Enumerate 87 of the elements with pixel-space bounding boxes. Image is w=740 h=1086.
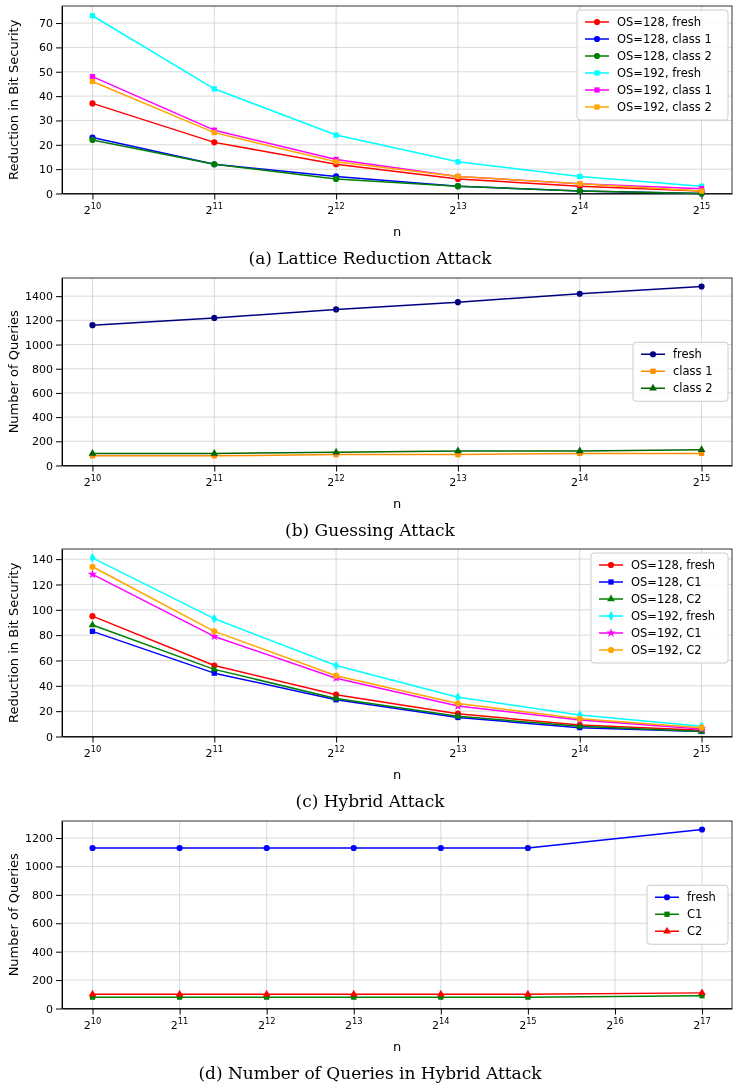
x-tick-label: 2$^{10}$ <box>83 743 102 760</box>
y-tick-label: 20 <box>39 138 53 152</box>
y-tick-label: 800 <box>32 888 53 902</box>
y-tick-label: 600 <box>32 386 53 400</box>
legend-label: OS=192, class 1 <box>617 83 712 97</box>
y-tick-label: 1200 <box>25 831 53 845</box>
text: (c) Hybrid Attack <box>295 790 446 811</box>
y-tick-label: 0 <box>46 459 53 473</box>
y-tick-label: 80 <box>39 629 53 643</box>
y-tick-label: 140 <box>32 553 53 567</box>
y-tick-label: 400 <box>32 410 53 424</box>
x-tick-label: 2$^{14}$ <box>432 1015 450 1031</box>
x-tick-label: 2$^{17}$ <box>693 1015 711 1031</box>
y-tick-label: 10 <box>39 163 53 177</box>
legend-label: OS=128, C1 <box>631 575 702 589</box>
y-tick-label: 70 <box>39 17 53 31</box>
x-tick-label: 2$^{11}$ <box>205 743 224 760</box>
y-tick-label: 400 <box>32 945 53 959</box>
y-tick-label: 100 <box>32 603 53 617</box>
x-axis-title: n <box>392 495 402 510</box>
legend-label: OS=128, fresh <box>631 558 716 572</box>
legend-label: OS=128, class 1 <box>617 32 712 46</box>
y-tick-label: 60 <box>39 41 53 55</box>
x-tick-label: 2$^{10}$ <box>83 1015 102 1031</box>
y-tick-label: 1400 <box>25 289 53 303</box>
x-tick-label: 2$^{13}$ <box>345 1015 363 1031</box>
y-tick-label: 60 <box>39 654 53 668</box>
y-tick-label: 1200 <box>25 313 53 327</box>
y-tick-label: 20 <box>39 705 53 719</box>
x-tick-label: 2$^{12}$ <box>327 472 345 488</box>
text: (a) Lattice Reduction Attack <box>248 247 493 268</box>
x-tick-label: 2$^{11}$ <box>170 1015 189 1031</box>
legend-label: OS=128, fresh <box>617 15 702 29</box>
y-tick-label: 200 <box>32 973 53 987</box>
y-axis-title: Number of Queries <box>6 852 21 976</box>
y-tick-label: 40 <box>39 679 53 693</box>
text: (b) Guessing Attack <box>285 519 456 539</box>
y-tick-label: 50 <box>39 65 53 79</box>
x-tick-label: 2$^{13}$ <box>449 200 467 217</box>
y-tick-label: 600 <box>32 916 53 930</box>
x-tick-label: 2$^{16}$ <box>606 1015 624 1031</box>
y-tick-label: 40 <box>39 90 53 104</box>
x-tick-label: 2$^{14}$ <box>570 743 589 760</box>
y-tick-label: 800 <box>32 362 53 376</box>
x-tick-label: 2$^{15}$ <box>692 472 711 488</box>
x-tick-label: 2$^{12}$ <box>257 1015 276 1031</box>
x-tick-label: 2$^{11}$ <box>205 200 224 217</box>
legend-label: fresh <box>687 889 716 904</box>
legend-label: OS=192, fresh <box>631 609 716 623</box>
legend-label: class 1 <box>673 363 713 378</box>
legend-label: OS=192, C2 <box>631 643 702 657</box>
x-tick-label: 2$^{11}$ <box>205 472 224 488</box>
y-tick-label: 1000 <box>25 338 53 352</box>
x-tick-label: 2$^{12}$ <box>327 200 345 217</box>
legend-label: OS=128, class 2 <box>617 49 712 63</box>
x-tick-label: 2$^{10}$ <box>83 200 102 217</box>
x-tick-label: 2$^{14}$ <box>570 200 589 217</box>
y-tick-label: 0 <box>46 1002 53 1016</box>
legend-label: OS=192, C1 <box>631 626 702 640</box>
x-tick-label: 2$^{15}$ <box>692 743 711 760</box>
y-tick-label: 30 <box>39 114 53 128</box>
x-tick-label: 2$^{15}$ <box>519 1015 537 1031</box>
x-axis-title: n <box>392 1038 402 1053</box>
x-axis-title: n <box>392 766 402 782</box>
y-tick-label: 0 <box>46 730 53 744</box>
legend-label: C2 <box>687 923 703 938</box>
y-tick-label: 120 <box>32 578 53 592</box>
y-tick-label: 200 <box>32 434 53 448</box>
y-tick-label: 0 <box>46 187 53 201</box>
legend-label: OS=128, C2 <box>631 592 702 606</box>
x-tick-label: 2$^{15}$ <box>692 200 711 217</box>
y-axis-title: Reduction in Bit Security <box>6 19 21 180</box>
x-tick-label: 2$^{13}$ <box>449 743 467 760</box>
text: (d) Number of Queries in Hybrid Attack <box>198 1062 543 1082</box>
y-tick-label: 1000 <box>25 859 53 873</box>
legend-label: class 2 <box>673 380 713 395</box>
legend-label: fresh <box>673 346 702 361</box>
legend-label: OS=192, fresh <box>617 66 702 80</box>
x-tick-label: 2$^{14}$ <box>570 472 589 488</box>
x-tick-label: 2$^{12}$ <box>327 743 345 760</box>
y-axis-title: Reduction in Bit Security <box>6 562 21 723</box>
y-axis-title: Number of Queries <box>6 309 21 433</box>
x-axis-title: n <box>392 223 402 239</box>
x-tick-label: 2$^{13}$ <box>449 472 467 488</box>
x-tick-label: 2$^{10}$ <box>83 472 102 488</box>
legend-label: OS=192, class 2 <box>617 100 712 114</box>
legend-label: C1 <box>687 906 703 921</box>
